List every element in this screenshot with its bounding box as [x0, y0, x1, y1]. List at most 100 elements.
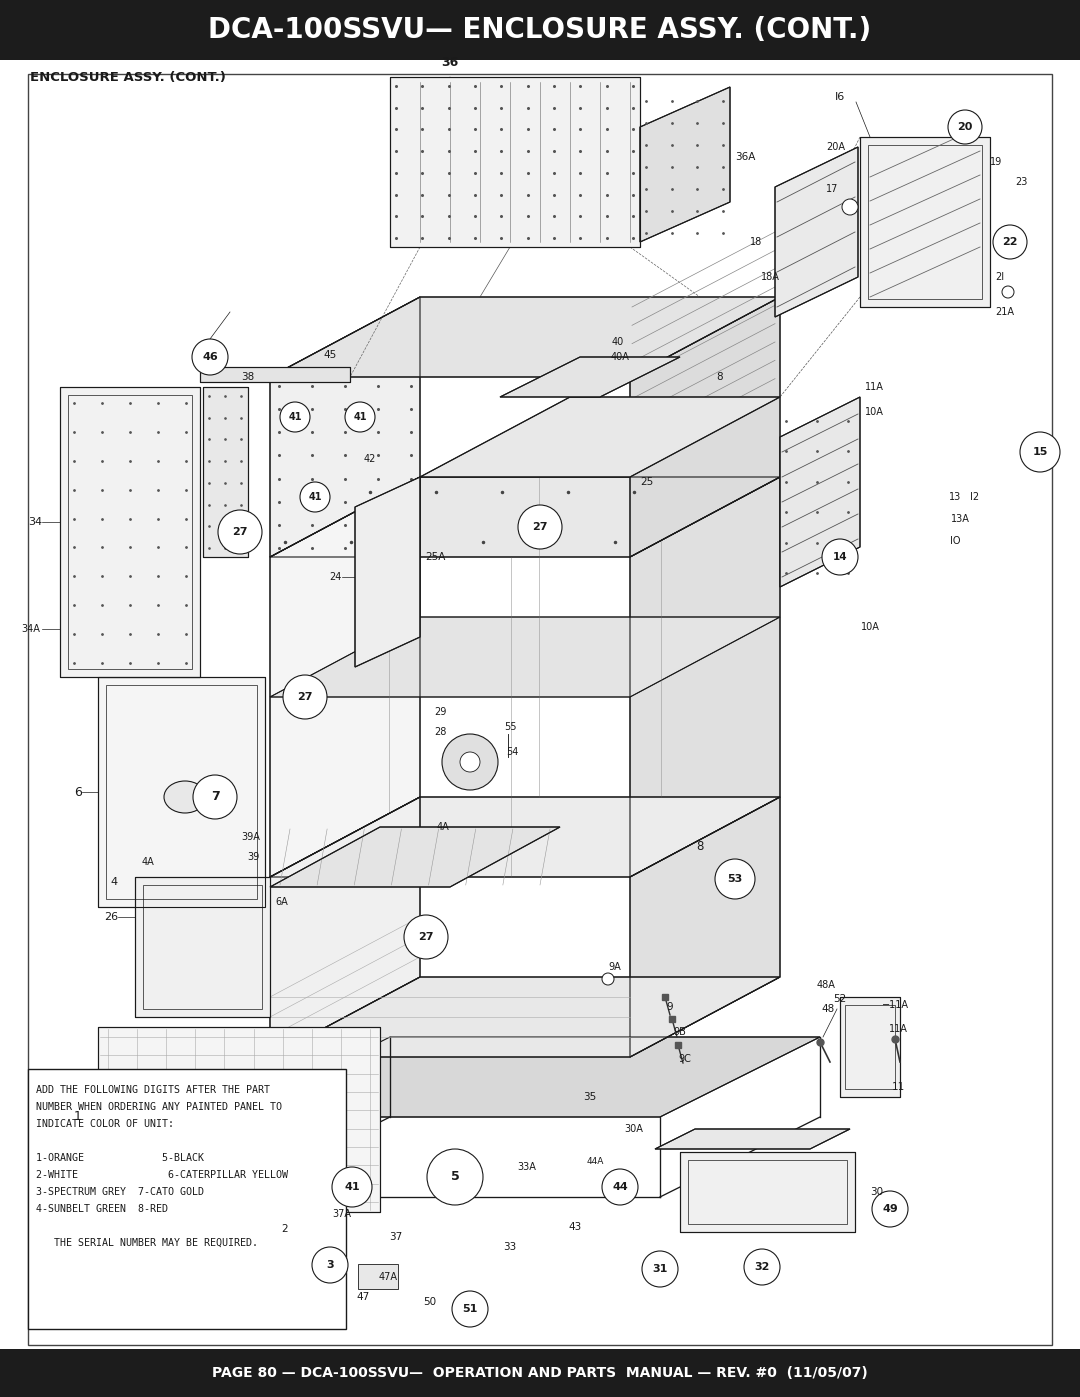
Text: 50: 50 [423, 1296, 436, 1308]
Text: 38: 38 [241, 372, 255, 381]
Circle shape [460, 752, 480, 773]
Text: ENCLOSURE ASSY. (CONT.): ENCLOSURE ASSY. (CONT.) [30, 71, 226, 84]
Text: 3: 3 [326, 1260, 334, 1270]
Polygon shape [270, 476, 420, 877]
Text: 41: 41 [353, 412, 367, 422]
Text: 4A: 4A [141, 856, 154, 868]
Text: 21A: 21A [996, 307, 1014, 317]
Text: 20A: 20A [826, 142, 846, 152]
Circle shape [404, 915, 448, 958]
Circle shape [715, 859, 755, 900]
Text: 54: 54 [505, 747, 518, 757]
Circle shape [300, 482, 330, 511]
Circle shape [872, 1192, 908, 1227]
Text: 11A: 11A [865, 381, 883, 393]
Polygon shape [355, 476, 420, 666]
Circle shape [280, 402, 310, 432]
Text: 43: 43 [568, 1222, 582, 1232]
Text: 33: 33 [503, 1242, 516, 1252]
Text: 1: 1 [75, 1111, 82, 1123]
Text: 9: 9 [666, 1002, 673, 1011]
Text: 7: 7 [211, 791, 219, 803]
Text: 4-SUNBELT GREEN  8-RED: 4-SUNBELT GREEN 8-RED [36, 1204, 168, 1214]
Circle shape [744, 1249, 780, 1285]
Text: 1-ORANGE             5-BLACK: 1-ORANGE 5-BLACK [36, 1153, 204, 1162]
Text: ADD THE FOLLOWING DIGITS AFTER THE PART: ADD THE FOLLOWING DIGITS AFTER THE PART [36, 1085, 270, 1095]
Text: 27: 27 [532, 522, 548, 532]
Text: 9B: 9B [674, 1027, 687, 1037]
Text: 13A: 13A [950, 514, 970, 524]
Bar [270, 1234, 300, 1249]
Polygon shape [60, 387, 200, 678]
Text: 49: 49 [882, 1204, 897, 1214]
Text: IO: IO [949, 536, 960, 546]
Text: 8: 8 [697, 841, 704, 854]
Text: 18: 18 [750, 237, 762, 247]
Text: DCA-100SSVU— ENCLOSURE ASSY. (CONT.): DCA-100SSVU— ENCLOSURE ASSY. (CONT.) [208, 15, 872, 43]
Bar [688, 1160, 847, 1224]
Text: 2-WHITE               6-CATERPILLAR YELLOW: 2-WHITE 6-CATERPILLAR YELLOW [36, 1171, 288, 1180]
Text: 23: 23 [1015, 177, 1027, 187]
Circle shape [427, 1148, 483, 1206]
Bar [68, 395, 192, 669]
Text: THE SERIAL NUMBER MAY BE REQUIRED.: THE SERIAL NUMBER MAY BE REQUIRED. [36, 1238, 258, 1248]
Text: 27: 27 [418, 932, 434, 942]
Text: 46: 46 [202, 352, 218, 362]
Polygon shape [270, 798, 780, 877]
Text: 33A: 33A [517, 1162, 537, 1172]
Text: 29: 29 [434, 707, 446, 717]
Text: 6: 6 [75, 785, 82, 799]
Polygon shape [270, 827, 561, 887]
Text: 40A: 40A [610, 352, 630, 362]
Text: 3-SPECTRUM GREY  7-CATO GOLD: 3-SPECTRUM GREY 7-CATO GOLD [36, 1187, 204, 1197]
Bar [106, 685, 257, 900]
Circle shape [453, 1291, 488, 1327]
Text: 51: 51 [462, 1303, 477, 1315]
Circle shape [312, 1248, 348, 1282]
Text: 48: 48 [822, 1004, 835, 1014]
Circle shape [193, 775, 237, 819]
Text: 10A: 10A [865, 407, 883, 416]
Circle shape [192, 339, 228, 374]
Text: 55: 55 [503, 722, 516, 732]
Circle shape [602, 972, 615, 985]
Text: 35: 35 [583, 1092, 596, 1102]
Polygon shape [270, 476, 780, 557]
Text: 15: 15 [1032, 447, 1048, 457]
Text: 11A: 11A [889, 1024, 907, 1034]
Text: 8: 8 [717, 372, 724, 381]
Text: 10A: 10A [861, 622, 879, 631]
Text: 42: 42 [364, 454, 376, 464]
Text: 47: 47 [356, 1292, 369, 1302]
Polygon shape [860, 137, 990, 307]
Bar [845, 1004, 895, 1090]
Text: 34A: 34A [22, 624, 40, 634]
Circle shape [345, 402, 375, 432]
Text: 24: 24 [329, 571, 342, 583]
Text: 47A: 47A [378, 1273, 397, 1282]
Circle shape [1002, 286, 1014, 298]
Polygon shape [98, 1027, 380, 1213]
Text: 17: 17 [826, 184, 838, 194]
Text: 27: 27 [297, 692, 313, 703]
Text: 18A: 18A [761, 272, 780, 282]
Text: 25: 25 [640, 476, 653, 488]
Circle shape [822, 539, 858, 576]
Text: 40: 40 [612, 337, 624, 346]
Polygon shape [270, 977, 780, 1058]
Text: 31: 31 [652, 1264, 667, 1274]
Circle shape [1020, 432, 1059, 472]
Polygon shape [500, 358, 680, 397]
Text: 39: 39 [247, 852, 260, 862]
Text: NUMBER WHEN ORDERING ANY PAINTED PANEL TO: NUMBER WHEN ORDERING ANY PAINTED PANEL T… [36, 1102, 282, 1112]
Text: 11: 11 [891, 1083, 905, 1092]
Circle shape [218, 510, 262, 555]
Text: I2: I2 [971, 492, 980, 502]
Circle shape [993, 225, 1027, 258]
Text: 53: 53 [727, 875, 743, 884]
Circle shape [842, 198, 858, 215]
Bar [0, 0, 1080, 60]
Text: 52: 52 [834, 995, 847, 1004]
Text: 48A: 48A [816, 981, 835, 990]
Circle shape [602, 1169, 638, 1206]
